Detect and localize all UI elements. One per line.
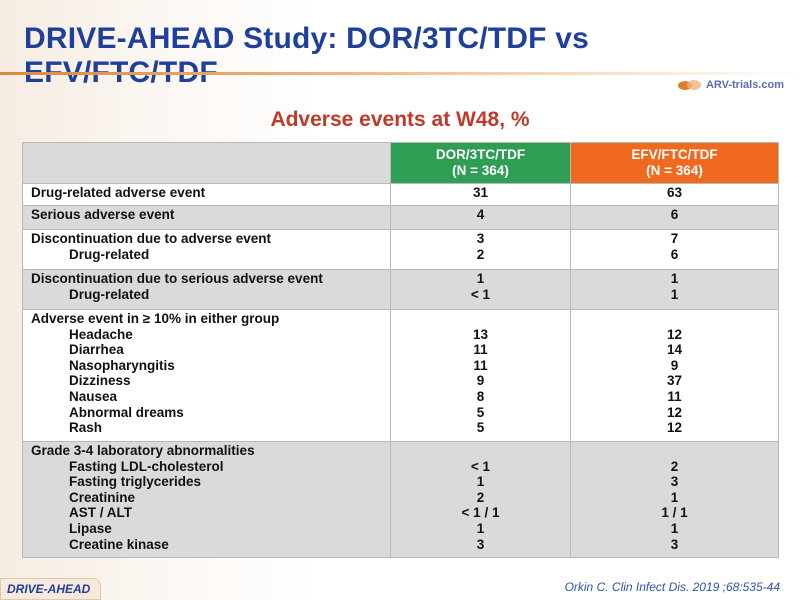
table-row: Adverse event in ≥ 10% in either group H… <box>22 309 779 442</box>
efv-sub-value: 1 <box>670 489 679 505</box>
row-sub-label: Fasting triglycerides <box>69 474 202 490</box>
efv-value: 6 <box>570 205 779 230</box>
row-sub-label: Creatine kinase <box>69 536 169 552</box>
row-sub-label: Nasopharyngitis <box>69 357 175 373</box>
efv-sub-value: 3 <box>670 536 679 552</box>
efv-value: 7 6 <box>570 229 779 270</box>
dor-value: 1 < 1 <box>390 269 571 310</box>
footer-study-tag: DRIVE-AHEAD <box>0 578 102 600</box>
dor-sub-value: < 1 <box>470 286 491 302</box>
efv-sub-value: 9 <box>670 357 679 373</box>
row-sub-label: Dizziness <box>69 373 131 389</box>
dor-sub-value: 5 <box>476 404 485 420</box>
efv-main-value: 7 <box>670 231 679 246</box>
efv-sub-value: 12 <box>666 404 683 420</box>
dor-value: 31 <box>390 183 571 206</box>
dor-sub-value: 8 <box>476 388 485 404</box>
efv-main-value: 1 <box>670 271 679 286</box>
row-sub-label: Drug-related <box>69 286 150 302</box>
efv-sub-value: 12 <box>666 326 683 342</box>
table-row: Discontinuation due to serious adverse e… <box>22 269 779 310</box>
arv-trials-logo: ARV-trials.com <box>677 78 784 92</box>
slide-subtitle: Adverse events at W48, % <box>270 108 530 131</box>
row-sub-label: Fasting LDL-cholesterol <box>69 458 224 474</box>
table-row: Serious adverse event 4 6 <box>22 205 779 230</box>
dor-sub-value: 11 <box>473 342 488 358</box>
dor-sub-value: < 1 / 1 <box>461 505 500 521</box>
row-sub-label: Nausea <box>69 388 118 404</box>
efv-value: 1 1 <box>570 269 779 310</box>
dor-sub-value: 9 <box>476 373 485 389</box>
header-blank-cell <box>22 142 391 184</box>
efv-arm-n: (N = 364) <box>646 163 703 178</box>
efv-sub-value: 2 <box>670 458 679 474</box>
efv-sub-value: 14 <box>666 342 683 358</box>
efv-sub-value: 3 <box>670 474 679 490</box>
footer-citation: Orkin C. Clin Infect Dis. 2019 ;68:535-4… <box>564 580 780 594</box>
dor-value: 4 <box>390 205 571 230</box>
table-row: Grade 3-4 laboratory abnormalities Fasti… <box>22 441 779 558</box>
dor-main-value: 3 <box>476 231 485 246</box>
row-main-label: Discontinuation due to adverse event <box>31 231 272 246</box>
adverse-events-table: DOR/3TC/TDF (N = 364) EFV/FTC/TDF (N = 3… <box>22 142 779 558</box>
row-main-label: Discontinuation due to serious adverse e… <box>31 271 323 286</box>
efv-value: 12 14 9 37 11 12 12 <box>570 309 779 442</box>
dor-sub-value: 1 <box>476 474 485 490</box>
logo-text: ARV-trials.com <box>705 79 784 91</box>
logo-icon <box>677 78 704 92</box>
dor-value: 3 2 <box>390 229 571 270</box>
row-sub-label: Rash <box>69 420 103 436</box>
dor-arm-n: (N = 364) <box>452 163 509 178</box>
row-main-label: Grade 3-4 laboratory abnormalities <box>31 443 255 458</box>
row-label: Grade 3-4 laboratory abnormalities Fasti… <box>22 441 391 558</box>
row-sub-label: Diarrhea <box>69 342 124 358</box>
dor-value: < 1 1 2 < 1 / 1 1 3 <box>390 441 571 558</box>
dor-sub-value: 5 <box>476 420 485 436</box>
efv-sub-value: 1 / 1 <box>661 505 688 521</box>
efv-sub-value: 6 <box>670 246 679 262</box>
dor-sub-value: 13 <box>472 326 489 342</box>
efv-arm-name: EFV/FTC/TDF <box>631 147 718 162</box>
header-efv-arm: EFV/FTC/TDF (N = 364) <box>570 142 779 184</box>
table-row: Drug-related adverse event 31 63 <box>22 183 779 206</box>
title-underline <box>0 72 800 75</box>
row-sub-label: Headache <box>69 326 133 342</box>
efv-value: 63 <box>570 183 779 206</box>
row-sub-label: Lipase <box>69 520 112 536</box>
row-sub-label: Abnormal dreams <box>69 404 184 420</box>
row-label: Drug-related adverse event <box>22 183 391 206</box>
slide-title: DRIVE-AHEAD Study: DOR/3TC/TDF vs EFV/FT… <box>24 22 589 89</box>
dor-sub-value: 1 <box>476 520 485 536</box>
row-label: Discontinuation due to adverse event Dru… <box>22 229 391 270</box>
dor-value: 13 11 11 9 8 5 5 <box>390 309 571 442</box>
efv-sub-value: 37 <box>666 373 683 389</box>
row-label: Discontinuation due to serious adverse e… <box>22 269 391 310</box>
dor-sub-value: 11 <box>473 357 488 373</box>
header-dor-arm: DOR/3TC/TDF (N = 364) <box>390 142 571 184</box>
efv-value: 2 3 1 1 / 1 1 3 <box>570 441 779 558</box>
dor-sub-value: 2 <box>476 246 485 262</box>
row-sub-label: AST / ALT <box>69 505 132 521</box>
row-label: Serious adverse event <box>22 205 391 230</box>
table-header-row: DOR/3TC/TDF (N = 364) EFV/FTC/TDF (N = 3… <box>22 142 779 184</box>
efv-sub-value: 11 <box>667 388 682 404</box>
row-main-label: Adverse event in ≥ 10% in either group <box>31 311 280 326</box>
efv-sub-value: 12 <box>666 420 683 436</box>
efv-sub-value: 1 <box>670 286 679 302</box>
row-label: Adverse event in ≥ 10% in either group H… <box>22 309 391 442</box>
table-row: Discontinuation due to adverse event Dru… <box>22 229 779 270</box>
dor-sub-value: 3 <box>476 536 485 552</box>
dor-sub-value: 2 <box>476 489 485 505</box>
efv-sub-value: 1 <box>670 520 679 536</box>
row-sub-label: Drug-related <box>69 246 150 262</box>
dor-arm-name: DOR/3TC/TDF <box>435 147 526 162</box>
dor-main-value: 1 <box>476 271 485 286</box>
row-sub-label: Creatinine <box>69 489 136 505</box>
dor-sub-value: < 1 <box>470 458 491 474</box>
